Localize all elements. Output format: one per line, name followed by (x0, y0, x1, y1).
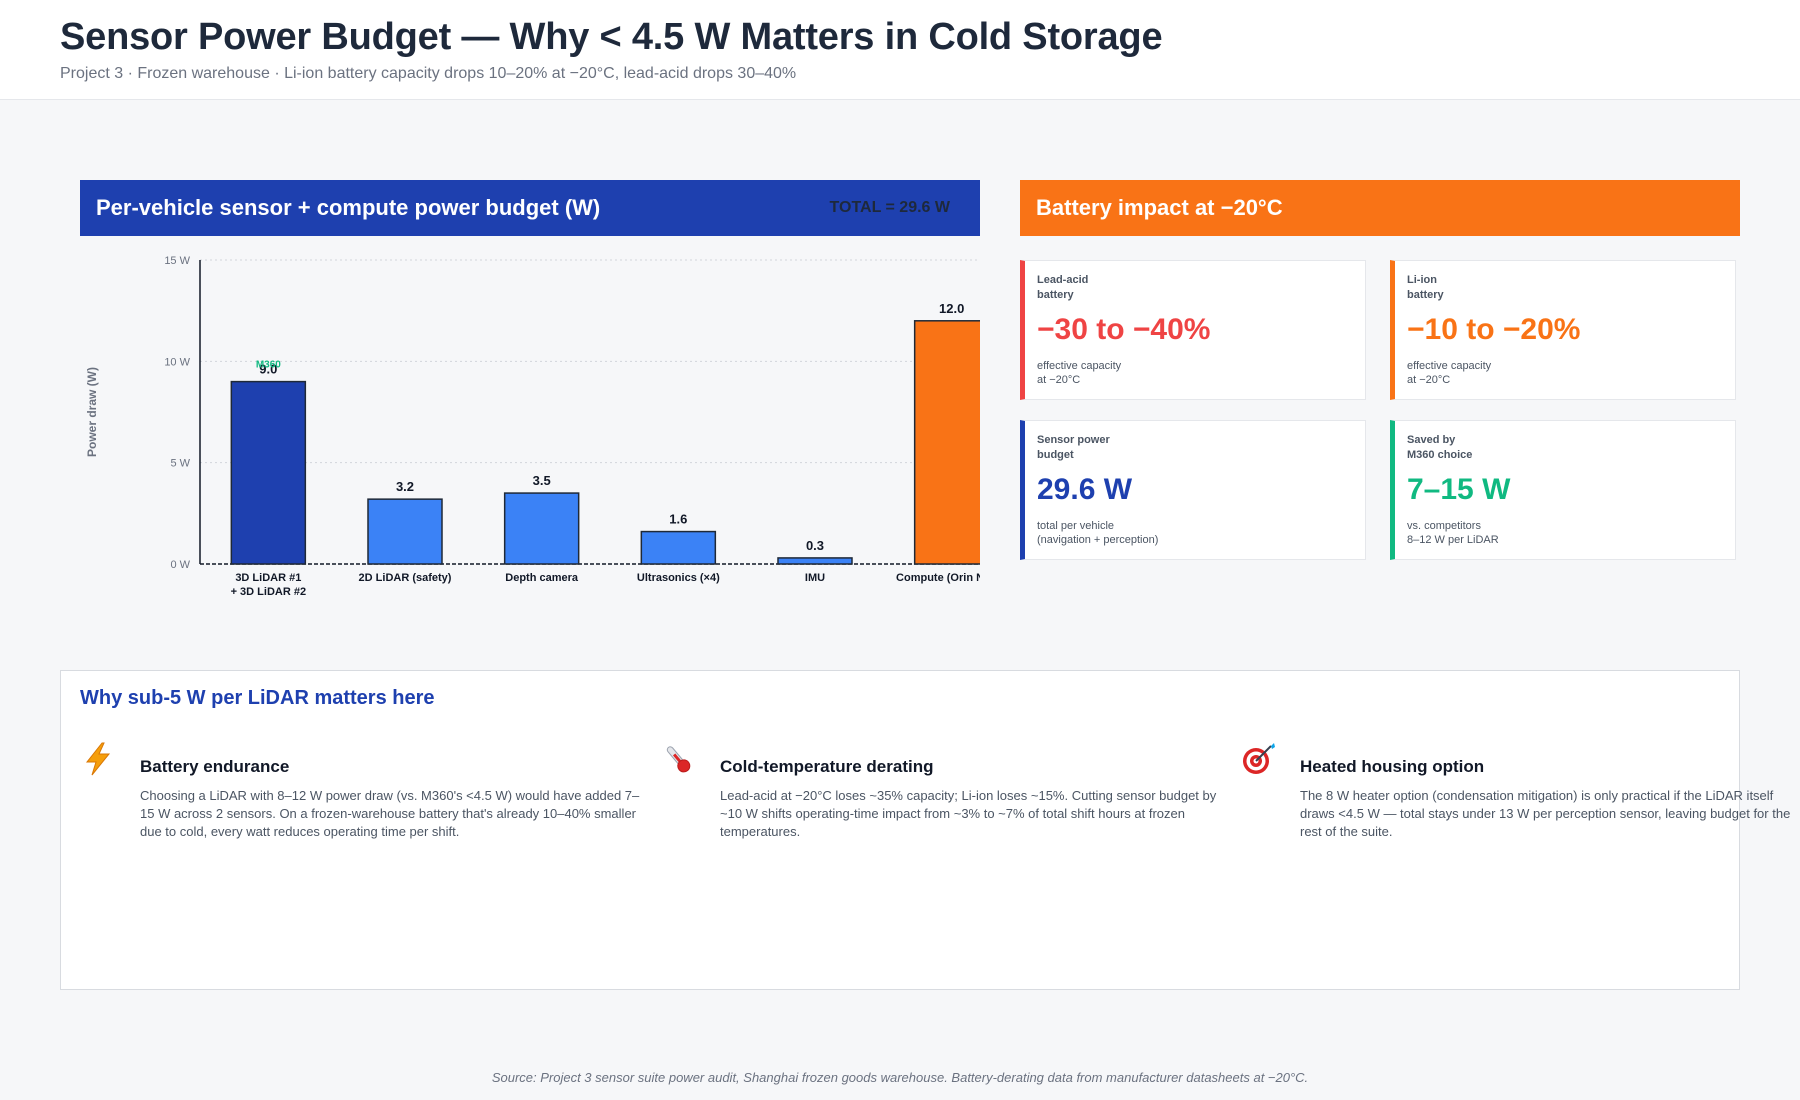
bar (913, 320, 980, 565)
source-note: Source: Project 3 sensor suite power aud… (491, 1070, 1309, 1085)
bar-value-label: 9.0 (259, 362, 277, 377)
x-tick-label: 3D LiDAR #1 (235, 572, 301, 584)
bar-value-label: 3.5 (533, 473, 551, 488)
card-value: 7–15 W (1407, 473, 1511, 506)
card-note: total per vehicle (navigation + percepti… (1037, 520, 1159, 546)
card-label: Sensor power budget (1037, 434, 1110, 461)
m360-annotation: M360 (256, 360, 281, 371)
card-label: Lead-acid battery (1037, 274, 1089, 301)
why-item-heated-housing: Heated housing option The 8 W heater opt… (1240, 741, 1800, 861)
bar (777, 557, 853, 565)
bar-value-label: 3.2 (396, 479, 414, 494)
why-item-body: Choosing a LiDAR with 8–12 W power draw … (140, 788, 640, 839)
total-label: TOTAL = 29.6 W (829, 199, 950, 216)
bar-value-label: 1.6 (669, 512, 687, 527)
why-section: Why sub-5 W per LiDAR matters here Batte… (60, 670, 1790, 990)
bar (230, 380, 307, 565)
x-tick-label: Compute (Orin Nano) (896, 572, 980, 584)
why-title: Why sub-5 W per LiDAR matters here (80, 687, 435, 709)
x-tick-label: IMU (805, 572, 825, 584)
y-tick-label: 0 W (170, 559, 190, 571)
power-budget-chart: Power draw (W) 0 W 5 W 10 W 15 W 9.0 3D LiDAR … (85, 255, 980, 598)
bar (503, 492, 580, 565)
lead-acid-card: Lead-acid battery −30 to −40% effective … (1020, 260, 1366, 400)
why-item-body: The 8 W heater option (condensation miti… (1300, 788, 1791, 839)
page-header: Sensor Power Budget — Why < 4.5 W Matter… (0, 0, 1800, 100)
x-tick-label: Depth camera (505, 572, 579, 584)
y-tick-label: 10 W (164, 356, 190, 368)
sensor-budget-card: Sensor power budget 29.6 W total per veh… (1020, 420, 1366, 560)
why-item-body: Lead-acid at −20°C loses ~35% capacity; … (720, 788, 1217, 839)
y-tick-label: 5 W (170, 458, 190, 470)
card-value: −30 to −40% (1037, 313, 1211, 346)
page-subtitle: Project 3 · Frozen warehouse · Li-ion ba… (60, 65, 797, 82)
page-title: Sensor Power Budget — Why < 4.5 W Matter… (60, 16, 1163, 58)
lightning-icon (85, 742, 111, 776)
x-tick-label: 2D LiDAR (safety) (359, 572, 452, 584)
card-value: 29.6 W (1037, 473, 1133, 506)
power-budget-title: Per-vehicle sensor + compute power budge… (96, 195, 601, 220)
why-item-title: Heated housing option (1300, 757, 1485, 776)
power-budget-panel: Per-vehicle sensor + compute power budge… (80, 180, 980, 660)
thermometer-icon (666, 746, 691, 773)
y-axis-title: Power draw (W) (85, 367, 99, 457)
target-icon (1243, 743, 1275, 774)
x-tick-label: + 3D LiDAR #2 (231, 586, 306, 598)
card-label: Li-ion battery (1407, 274, 1444, 301)
why-item-title: Cold-temperature derating (720, 757, 934, 776)
bar-value-label: 12.0 (939, 301, 964, 316)
why-item-battery-endurance: Battery endurance Choosing a LiDAR with … (80, 741, 640, 861)
bar (367, 498, 443, 565)
bar-value-label: 0.3 (806, 538, 824, 553)
battery-impact-panel: Battery impact at −20°C Lead-acid batter… (1020, 180, 1740, 560)
m360-savings-card: Saved by M360 choice 7–15 W vs. competit… (1390, 420, 1736, 560)
y-tick-label: 15 W (164, 255, 190, 267)
card-label: Saved by M360 choice (1407, 434, 1473, 461)
card-note: effective capacity at −20°C (1407, 360, 1492, 386)
why-item-title: Battery endurance (140, 757, 290, 776)
bar (640, 530, 717, 565)
li-ion-card: Li-ion battery −10 to −20% effective cap… (1390, 260, 1736, 400)
card-note: effective capacity at −20°C (1037, 360, 1122, 386)
battery-impact-header: Battery impact at −20°C (1020, 180, 1740, 236)
battery-impact-title: Battery impact at −20°C (1036, 195, 1283, 220)
x-tick-label: Ultrasonics (×4) (637, 572, 720, 584)
card-value: −10 to −20% (1407, 313, 1581, 346)
why-item-cold-derating: Cold-temperature derating Lead-acid at −… (660, 741, 1220, 861)
card-note: vs. competitors 8–12 W per LiDAR (1407, 520, 1499, 546)
power-budget-header: Per-vehicle sensor + compute power budge… (80, 180, 980, 236)
